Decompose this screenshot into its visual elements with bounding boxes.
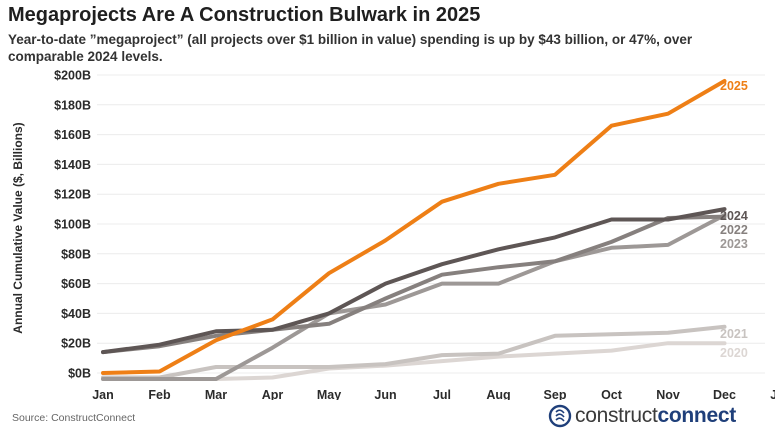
x-tick-label: Dec (713, 388, 736, 400)
y-tick-label: $140B (54, 158, 91, 172)
series-label-2022: 2022 (720, 223, 748, 237)
y-tick-label: $40B (61, 307, 91, 321)
y-tick-label: $20B (61, 337, 91, 351)
logo-icon (548, 404, 572, 428)
series-label-2021: 2021 (720, 327, 748, 341)
x-tick-label: Oct (601, 388, 623, 400)
series-line-2021 (101, 324, 727, 380)
y-tick-label: $200B (54, 69, 91, 83)
x-tick-label: Sep (544, 388, 567, 400)
series-label-2023: 2023 (720, 237, 748, 251)
source-note: Source: ConstructConnect (12, 412, 136, 424)
x-tick-label: Feb (148, 388, 171, 400)
series-line-2024 (101, 207, 727, 355)
y-tick-label: $160B (54, 128, 91, 142)
x-tick-label: Mar (205, 388, 227, 400)
y-tick-label: $0B (68, 367, 91, 381)
series-label-2025: 2025 (720, 79, 748, 93)
y-tick-label: $120B (54, 188, 91, 202)
logo-text-construct: construct (575, 404, 658, 427)
line-chart: $0B $20B $40B $60B $80B $100B $120B $140B $160B $… (11, 69, 775, 401)
series-line-2022 (101, 214, 727, 355)
x-tick-label: Jan (92, 388, 114, 400)
y-axis-label: Annual Cumulative Value ($, Billions) (11, 122, 25, 333)
x-tick-label: May (317, 388, 341, 400)
chart-subtitle: Year-to-date ”megaproject” (all projects… (8, 32, 693, 64)
series-line-2023 (101, 213, 727, 381)
series-label-2024: 2024 (720, 209, 748, 223)
y-tick-label: $80B (61, 247, 91, 261)
series-label-2020: 2020 (720, 346, 748, 360)
x-tick-label: Jun (374, 388, 396, 400)
y-tick-label: $180B (54, 98, 91, 112)
x-tick-label: Apr (262, 388, 284, 400)
x-tick-label: Jul (433, 388, 451, 400)
x-tick-label: Nov (656, 388, 680, 400)
logo-text-connect: connect (657, 404, 737, 427)
y-tick-label: $100B (54, 218, 91, 232)
constructconnect-logo: constructconnect (548, 404, 736, 428)
chart-title: Megaprojects Are A Construction Bulwark … (8, 4, 481, 26)
x-tick-label: Aug (486, 388, 510, 400)
x-tick-label: Jan (770, 388, 775, 400)
series-line-2025 (101, 79, 727, 375)
y-tick-label: $60B (61, 277, 91, 291)
